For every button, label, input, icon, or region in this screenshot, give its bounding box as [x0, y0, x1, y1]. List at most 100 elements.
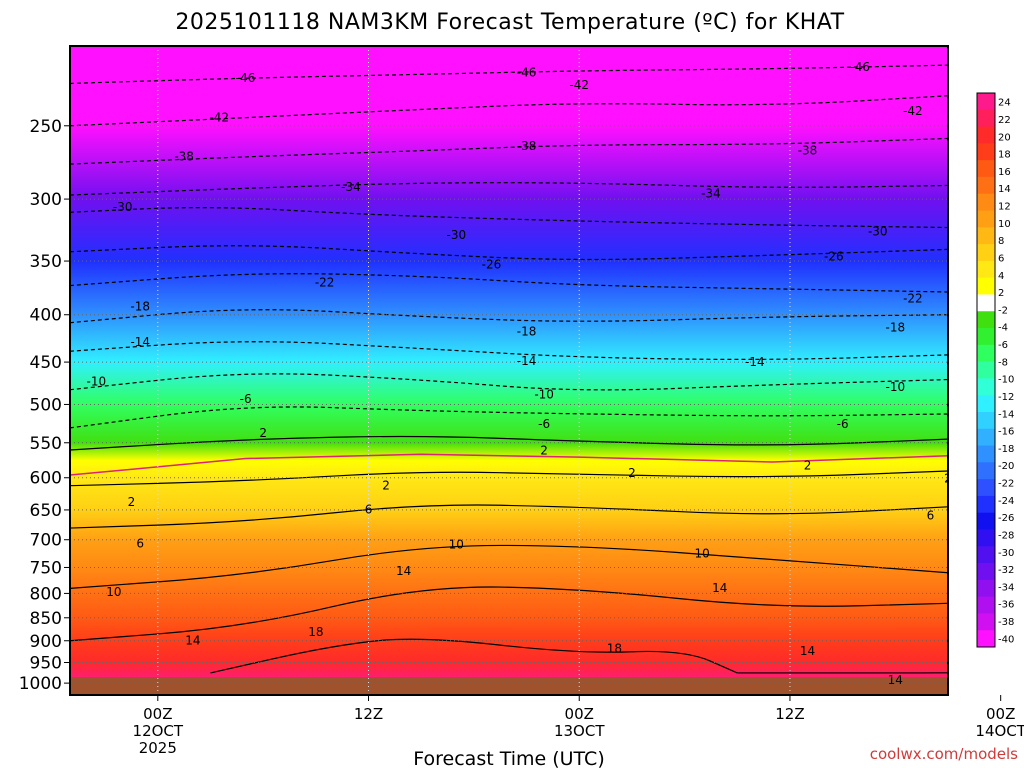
contour-line [70, 207, 948, 229]
colorbar-label: 24 [998, 98, 1011, 109]
colorbar-swatch [977, 395, 995, 413]
contour-line [70, 182, 948, 196]
contour-label: -42 [209, 111, 229, 125]
contour-label: 2 [259, 426, 267, 440]
colorbar-swatch [977, 462, 995, 480]
colorbar-label: 10 [998, 219, 1011, 230]
contour-line [70, 137, 948, 165]
colorbar-label: 8 [998, 236, 1004, 247]
contour-label: 10 [449, 537, 464, 551]
contour-label: 2 [628, 466, 636, 480]
contour-line [70, 309, 948, 324]
x-tick-label: 00Z [565, 705, 594, 723]
colorbar-swatch [977, 613, 995, 631]
colorbar-label: -14 [998, 409, 1014, 420]
contour-line [70, 470, 948, 487]
colorbar-swatch [977, 630, 995, 648]
colorbar-label: -36 [998, 600, 1014, 611]
contour-label: -6 [240, 392, 252, 406]
colorbar-swatch [977, 479, 995, 497]
ground-surface [70, 677, 948, 695]
contour-label: -34 [341, 180, 361, 194]
colorbar-label: 12 [998, 202, 1011, 213]
contour-label: 6 [136, 537, 144, 551]
contour-line [70, 504, 948, 529]
colorbar-label: -22 [998, 479, 1014, 490]
y-tick-label: 700 [30, 531, 62, 551]
x-tick-label: 00Z [986, 705, 1015, 723]
colorbar-label: -4 [998, 323, 1008, 334]
colorbar-swatch [977, 93, 995, 111]
contour-label: -26 [824, 249, 844, 263]
colorbar-label: -10 [998, 375, 1014, 386]
colorbar-swatch [977, 143, 995, 161]
contour-label: 14 [712, 581, 727, 595]
contour-label: 2 [944, 471, 952, 485]
contour-line [70, 95, 948, 127]
contour-line [70, 406, 948, 429]
contour-label: -42 [903, 104, 923, 118]
y-axis: 250 300 350 400 450 500 550 600 650 700 750 800 850 9… [19, 117, 70, 694]
colorbar-swatch [977, 210, 995, 228]
x-tick-label: 12Z [354, 705, 383, 723]
contour-label: 2 [540, 444, 548, 458]
y-tick-label: 750 [30, 558, 62, 578]
contour-line [70, 341, 948, 360]
x-tick-label: 12Z [775, 705, 804, 723]
colorbar-swatch [977, 361, 995, 379]
colorbar-label: -2 [998, 305, 1008, 316]
contour-label: -38 [174, 150, 194, 164]
grid-lines [70, 46, 948, 695]
colorbar-label: -38 [998, 617, 1014, 628]
colorbar-swatch [977, 546, 995, 564]
colorbar-swatch [977, 294, 995, 312]
colorbar-swatch [977, 277, 995, 295]
freezing-line [70, 453, 948, 476]
colorbar-label: 22 [998, 115, 1011, 126]
colorbar-swatch [977, 445, 995, 463]
contour-line [70, 435, 948, 451]
colorbar-label: -6 [998, 340, 1008, 351]
colorbar-label: 18 [998, 150, 1011, 161]
colorbar-swatch [977, 529, 995, 547]
colorbar-label: 6 [998, 253, 1004, 264]
x-tick-label: 00Z [143, 705, 172, 723]
contour-label: -34 [701, 187, 721, 201]
x-axis-label: Forecast Time (UTC) [413, 748, 604, 768]
contour-line [737, 672, 948, 674]
contour-label: 14 [396, 564, 411, 578]
contour-label: -22 [315, 275, 335, 289]
colorbar-label: -40 [998, 634, 1014, 645]
contour-label: 14 [800, 644, 815, 658]
contour-label: -14 [517, 354, 537, 368]
colorbar-swatch [977, 193, 995, 212]
colorbar-label: -8 [998, 357, 1008, 368]
contour-line [70, 245, 948, 261]
colorbar-label: -24 [998, 496, 1014, 507]
colorbar-swatch [977, 596, 995, 614]
y-tick-label: 450 [30, 353, 62, 373]
contour-label: -38 [798, 144, 818, 158]
contour-label: 18 [308, 625, 323, 639]
contour-label: -30 [447, 228, 467, 242]
colorbar-label: -28 [998, 530, 1014, 541]
colorbar-label: -16 [998, 427, 1014, 438]
colorbar-label: -20 [998, 461, 1014, 472]
contour-label: -6 [837, 417, 849, 431]
y-tick-label: 850 [30, 609, 62, 629]
contour-label: -18 [130, 300, 150, 314]
y-tick-label: 650 [30, 501, 62, 521]
colorbar-label: 4 [998, 271, 1004, 282]
contour-label: -46 [236, 71, 256, 85]
colorbar-label: -30 [998, 548, 1014, 559]
y-tick-label: 400 [30, 306, 62, 326]
colorbar-swatch [977, 109, 995, 128]
y-tick-label: 550 [30, 434, 62, 454]
x-tick-label: 13OCT [554, 722, 605, 740]
contour-label: 2 [382, 479, 390, 493]
colorbar-label: -34 [998, 582, 1014, 593]
colorbar-swatch [977, 563, 995, 581]
contour-label: 6 [365, 502, 373, 516]
contour-line [70, 373, 948, 391]
contour-label: -14 [130, 335, 150, 349]
